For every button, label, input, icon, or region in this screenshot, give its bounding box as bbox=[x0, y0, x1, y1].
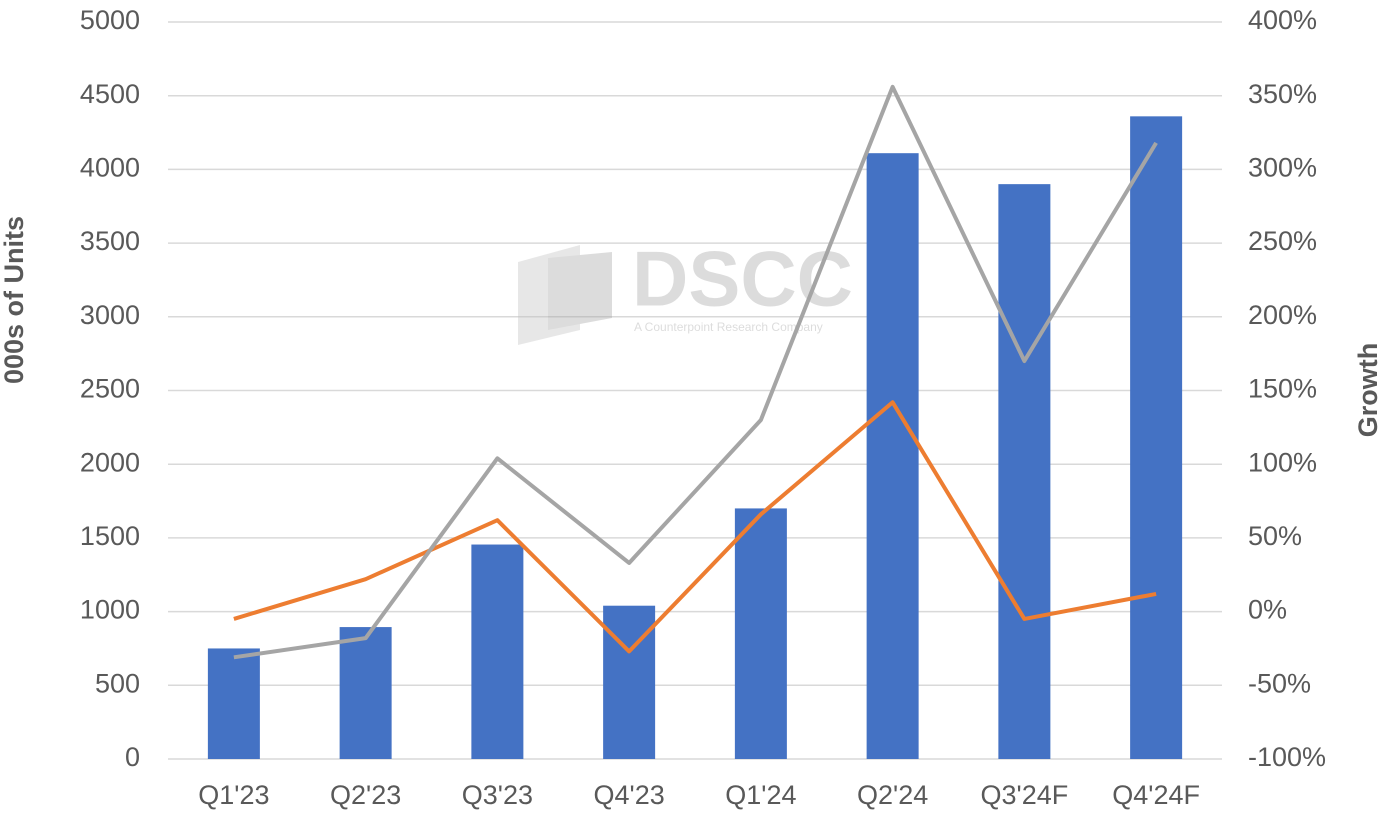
bar bbox=[1130, 116, 1183, 759]
y2-tick-label: 150% bbox=[1248, 374, 1317, 404]
x-tick-label: Q2'23 bbox=[330, 780, 401, 810]
y2-tick-label: 100% bbox=[1248, 447, 1317, 477]
y-tick-label: 1000 bbox=[80, 595, 140, 625]
y-tick-label: 4500 bbox=[80, 79, 140, 109]
x-tick-label: Q4'23 bbox=[594, 780, 665, 810]
y-tick-label: 4000 bbox=[80, 153, 140, 183]
y-tick-label: 1500 bbox=[80, 521, 140, 551]
bar bbox=[603, 605, 656, 759]
bar bbox=[734, 508, 787, 759]
y-tick-label: 3000 bbox=[80, 300, 140, 330]
y2-tick-label: -50% bbox=[1248, 668, 1311, 698]
grid bbox=[168, 21, 1222, 760]
watermark-subtitle: A Counterpoint Research Company bbox=[634, 320, 823, 334]
y2-tick-label: 50% bbox=[1248, 521, 1302, 551]
y2-tick-label: -100% bbox=[1248, 742, 1326, 772]
y2-tick-label: 250% bbox=[1248, 226, 1317, 256]
y2-tick-label: 350% bbox=[1248, 79, 1317, 109]
y-tick-label: 0 bbox=[125, 742, 140, 772]
bar bbox=[866, 153, 919, 759]
line bbox=[233, 400, 1157, 654]
watermark-text: DSCC bbox=[632, 235, 853, 323]
x-tick-label: Q3'24F bbox=[981, 780, 1069, 810]
y2-tick-label: 300% bbox=[1248, 153, 1317, 183]
watermark-logo bbox=[548, 252, 612, 330]
y-tick-label: 2500 bbox=[80, 374, 140, 404]
x-tick-label: Q4'24F bbox=[1112, 780, 1200, 810]
y2-tick-label: 0% bbox=[1248, 595, 1287, 625]
y-tick-label: 500 bbox=[95, 668, 140, 698]
y2-tick-label: 200% bbox=[1248, 300, 1317, 330]
x-tick-label: Q1'23 bbox=[198, 780, 269, 810]
y2-tick-label: 400% bbox=[1248, 5, 1317, 35]
bar bbox=[998, 184, 1051, 759]
y-tick-label: 2000 bbox=[80, 447, 140, 477]
x-tick-label: Q2'24 bbox=[857, 780, 928, 810]
y2-axis-label: Growth bbox=[1353, 343, 1383, 438]
bar bbox=[339, 627, 392, 759]
y-tick-label: 3500 bbox=[80, 226, 140, 256]
line bbox=[233, 84, 1158, 660]
bar bbox=[471, 544, 524, 759]
y-tick-label: 5000 bbox=[80, 5, 140, 35]
watermark: DSCC A Counterpoint Research Company bbox=[518, 235, 853, 345]
x-tick-label: Q3'23 bbox=[462, 780, 533, 810]
x-tick-label: Q1'24 bbox=[725, 780, 796, 810]
bar bbox=[207, 648, 260, 759]
watermark-logo bbox=[518, 245, 580, 345]
y-axis-label: 000s of Units bbox=[0, 216, 29, 384]
